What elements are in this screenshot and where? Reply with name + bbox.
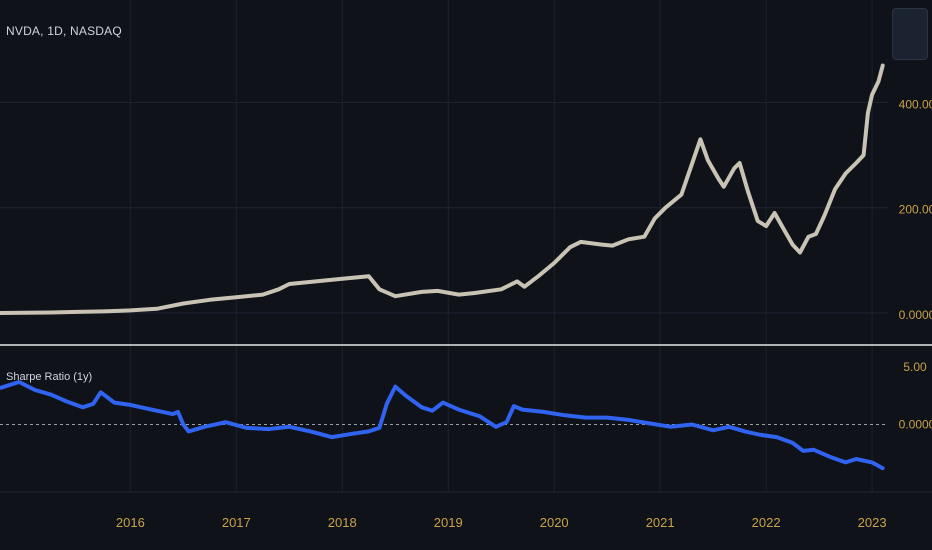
x-tick-label: 2018 [328, 515, 357, 530]
y-tick-label: 200.00 [899, 203, 932, 217]
indicator-series-line [0, 380, 885, 471]
indicator-label: Sharpe Ratio (1y) [6, 371, 93, 383]
y-tick-label: 400.00 [899, 97, 932, 111]
y-tick-label: 5.00 [903, 360, 927, 374]
x-tick-label: 2016 [116, 515, 145, 530]
x-tick-label: 2017 [222, 515, 251, 530]
x-tick-label: 2023 [858, 515, 887, 530]
x-tick-label: 2022 [752, 515, 781, 530]
y-tick-label: 0.0000 [899, 418, 932, 432]
x-tick-label: 2019 [434, 515, 463, 530]
price-series-line [0, 63, 885, 315]
y-tick-label: 0.0000 [899, 308, 932, 322]
symbol-label: NVDA, 1D, NASDAQ [6, 24, 122, 38]
chart-settings-button[interactable] [892, 8, 928, 60]
x-tick-label: 2020 [540, 515, 569, 530]
x-tick-label: 2021 [646, 515, 675, 530]
